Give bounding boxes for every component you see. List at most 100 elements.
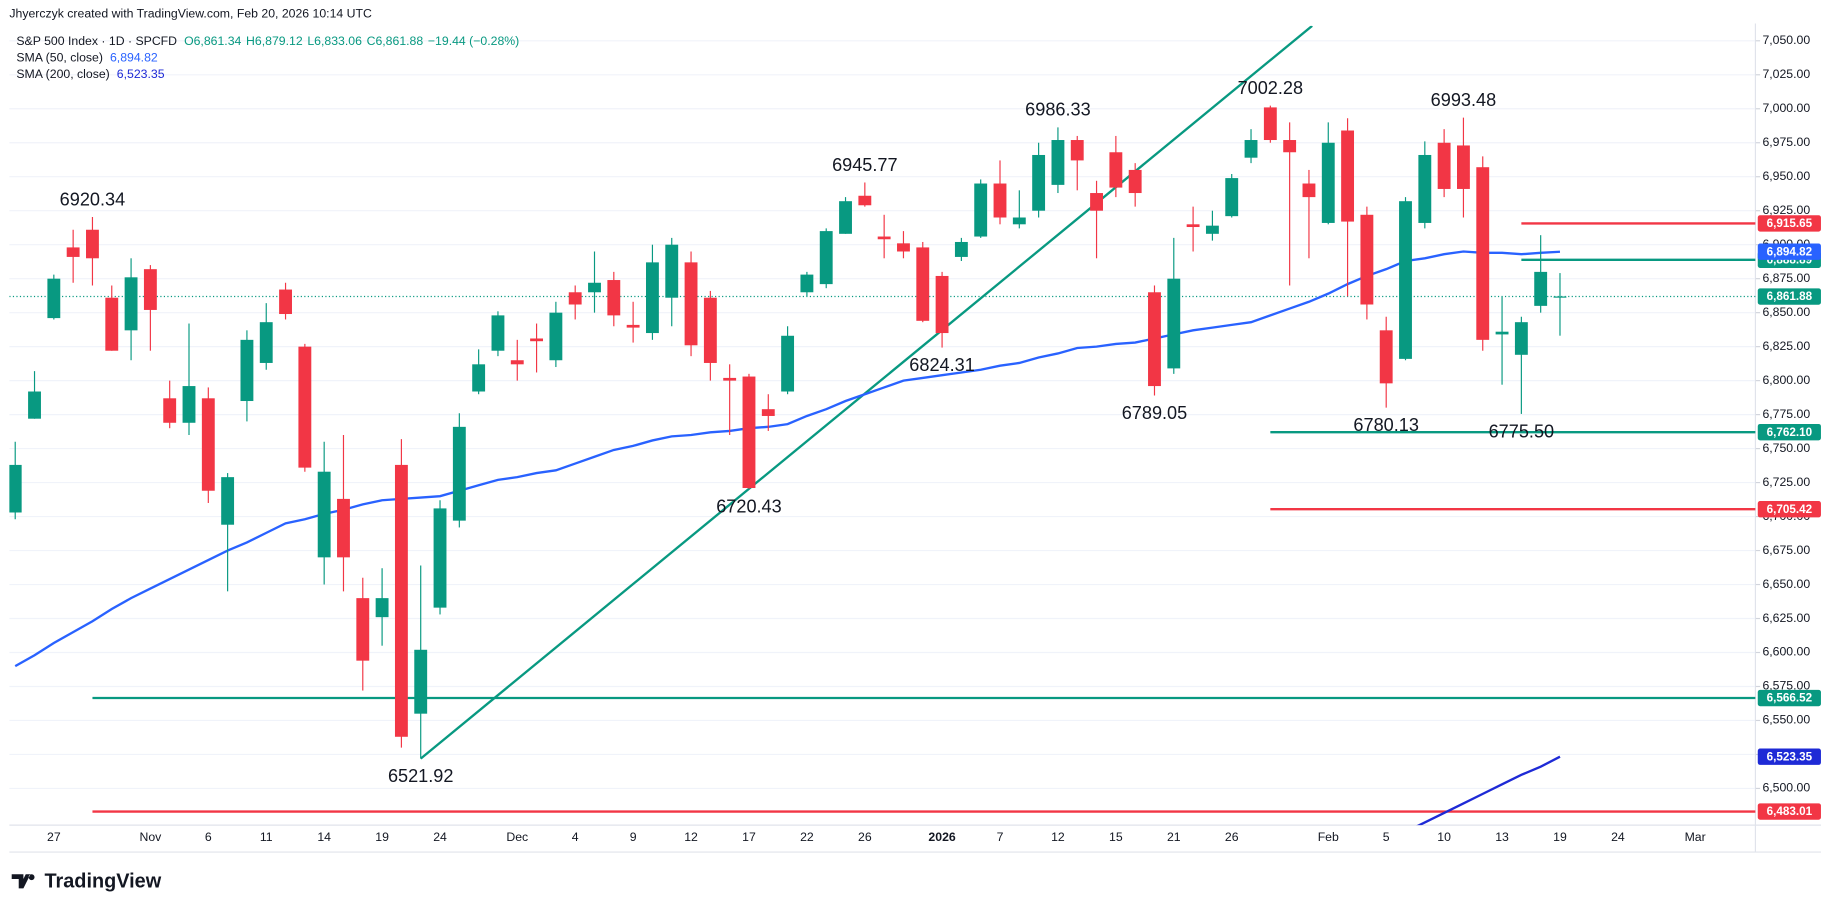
candle-body — [1012, 217, 1026, 225]
candle-body — [201, 398, 215, 491]
candle-body — [935, 275, 949, 334]
candle-body — [1205, 225, 1219, 234]
low-label: 6824.31 — [909, 355, 975, 375]
sma-line — [14, 250, 1561, 668]
candle-body — [1399, 201, 1412, 359]
candle-body — [240, 339, 254, 402]
candle-body — [665, 244, 679, 298]
y-tick-label: 6,850.00 — [1762, 305, 1810, 319]
candle-body — [916, 247, 930, 321]
sma-tag: 6,894.82 — [1767, 245, 1813, 258]
candle-body — [800, 274, 814, 293]
high-label: 6993.48 — [1431, 90, 1497, 110]
candle-body — [143, 269, 157, 310]
level-tag-box — [1757, 689, 1821, 707]
candle-body — [1186, 224, 1200, 228]
candle-body — [1148, 292, 1161, 387]
candle-body — [703, 297, 717, 363]
candle-body — [645, 262, 659, 334]
candle-body — [182, 386, 196, 423]
sma-tag-box — [1757, 243, 1821, 260]
candle-body — [1437, 142, 1451, 189]
legend-quote: S&P 500 Index · 1D · SPCFD O6,861.34 H6,87… — [16, 34, 519, 48]
x-tick-label: 22 — [800, 830, 814, 844]
candle-body — [221, 477, 235, 525]
candle-body — [1534, 271, 1548, 306]
y-tick-label: 6,800.00 — [1762, 373, 1810, 387]
candle-body — [317, 471, 331, 558]
candle-body — [1283, 140, 1297, 153]
x-tick-label: 4 — [572, 830, 579, 844]
plot-area — [9, 25, 1756, 826]
candle-body — [279, 289, 292, 315]
level-tag-box — [1757, 803, 1821, 820]
candle-body — [86, 229, 99, 259]
candle-body — [491, 315, 505, 351]
x-tick-label: 26 — [1225, 830, 1239, 844]
candle-body — [1167, 278, 1181, 369]
footer-logo: TradingView — [11, 871, 162, 893]
level-tag: 6,762.10 — [1767, 426, 1813, 439]
x-tick-label: 15 — [1109, 830, 1123, 844]
candle-body — [163, 398, 177, 423]
x-tick-label: Mar — [1685, 830, 1706, 844]
candle-body — [819, 231, 833, 285]
level-tag: 6,705.42 — [1767, 503, 1813, 516]
candle-body — [1109, 152, 1123, 188]
candle-body — [1495, 331, 1509, 335]
y-tick-label: 6,600.00 — [1762, 645, 1810, 659]
candle-body — [1321, 142, 1335, 223]
y-tick-label: 6,725.00 — [1762, 475, 1810, 489]
candle-body — [1032, 154, 1046, 211]
candle-body — [1225, 178, 1239, 217]
high-label: 6920.34 — [60, 189, 126, 209]
y-tick-label: 7,025.00 — [1762, 67, 1810, 81]
level-tag-box — [1757, 501, 1821, 518]
sma-line — [1416, 755, 1561, 826]
x-tick-label: 7 — [997, 830, 1004, 844]
candle-body — [1418, 154, 1432, 223]
candle-body — [1514, 322, 1528, 355]
y-tick-label: 6,975.00 — [1762, 135, 1810, 149]
low-label: 6780.13 — [1353, 415, 1419, 435]
y-tick-label: 6,675.00 — [1762, 543, 1810, 557]
candle-body — [626, 324, 640, 328]
last-price-tag: 6,861.88 — [1767, 290, 1813, 303]
x-tick-label: 6 — [205, 830, 212, 844]
legend-value: 6,894.82 — [110, 51, 158, 65]
level-tag-box — [1757, 423, 1821, 441]
candle-body — [1341, 130, 1355, 222]
level-tag-box — [1757, 215, 1821, 232]
y-tick-label: 6,875.00 — [1762, 271, 1810, 285]
candle-body — [1051, 140, 1065, 185]
legend-name: SMA (50, close) — [16, 51, 103, 65]
x-tick-label: 17 — [742, 830, 756, 844]
legend-name: SMA (200, close) — [16, 67, 109, 81]
candle-body — [124, 277, 138, 331]
candle-body — [1379, 330, 1393, 384]
candle-body — [394, 464, 408, 737]
legend-sma50: SMA (50, close) 6,894.82 — [16, 51, 158, 65]
x-tick-label: 2026 — [928, 830, 955, 844]
x-tick-label: Nov — [139, 830, 162, 844]
candle-body — [1070, 140, 1084, 161]
quote-open: O6,861.34 — [184, 34, 241, 48]
y-tick-label: 6,750.00 — [1762, 441, 1810, 455]
candle-body — [9, 464, 22, 513]
x-tick-label: Dec — [506, 830, 528, 844]
quote-close: C6,861.88 — [367, 34, 424, 48]
candle-body — [1553, 296, 1567, 298]
low-label: 6789.05 — [1122, 403, 1188, 423]
candle-body — [337, 498, 350, 558]
low-label: 6521.92 — [388, 766, 454, 786]
logo-mark — [11, 874, 35, 889]
x-tick-label: 12 — [1051, 830, 1065, 844]
candle-body — [433, 508, 447, 608]
candle-body — [298, 346, 312, 468]
x-tick-label: 24 — [1611, 830, 1625, 844]
high-label: 6986.33 — [1025, 100, 1091, 120]
candle-body — [1090, 193, 1103, 211]
level-tag: 6,483.01 — [1767, 805, 1813, 818]
